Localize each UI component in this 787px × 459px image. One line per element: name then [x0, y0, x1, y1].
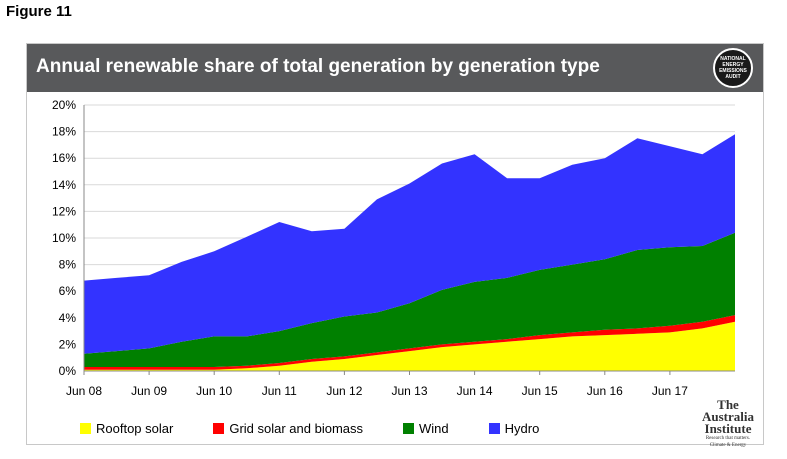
- x-tick-label: Jun 17: [652, 384, 688, 398]
- legend-label: Hydro: [504, 420, 540, 436]
- legend-item-wind: Wind: [403, 421, 449, 436]
- x-tick-label: Jun 11: [262, 384, 297, 398]
- badge-line: AUDIT: [725, 74, 741, 80]
- logo-line: The Australia: [702, 397, 754, 424]
- figure-label: Figure 11: [6, 3, 72, 20]
- legend-label: Rooftop solar: [96, 420, 174, 436]
- chart-title: Annual renewable share of total generati…: [36, 56, 600, 77]
- logo-line: Climate & Energy: [709, 443, 747, 448]
- legend-item-rooftop-solar: Rooftop solar: [80, 421, 173, 436]
- axes: 0% 2% 4% 6% 8% 10% 12% 14% 16% 18% 20% Jun 08 Jun 09…: [52, 98, 735, 398]
- legend-item-hydro: Hydro: [488, 420, 540, 436]
- legend-swatch-grid-solar-biomass: [213, 422, 225, 434]
- legend-swatch-hydro: [488, 422, 500, 434]
- australia-institute-logo: The Australia Institute Research that ma…: [697, 397, 759, 449]
- logo-line: Research that matters.: [705, 436, 751, 441]
- x-tick-label: Jun 13: [391, 384, 427, 398]
- area-wind: [84, 232, 735, 367]
- legend-item-grid-solar-biomass: Grid solar and biomass: [213, 421, 363, 436]
- area-rooftop-solar: [84, 321, 735, 371]
- x-tick-label: Jun 10: [196, 384, 232, 398]
- legend-swatch-rooftop-solar: [80, 422, 91, 434]
- y-tick-label: 20%: [52, 98, 76, 112]
- area-series-layer: [84, 134, 735, 371]
- logo-line: Institute: [704, 421, 752, 436]
- y-tick-label: 12%: [52, 204, 76, 218]
- badge-line: ENERGY: [722, 62, 744, 68]
- y-tick-label: 18%: [52, 125, 76, 139]
- y-tick-label: 16%: [52, 151, 76, 165]
- badge-line: EMISSIONS: [719, 68, 747, 74]
- legend-label: Wind: [419, 420, 449, 436]
- legend-swatch-wind: [403, 422, 414, 434]
- y-tick-label: 6%: [59, 284, 77, 298]
- national-energy-emissions-audit-badge: NATIONAL ENERGY EMISSIONS AUDIT: [713, 48, 753, 88]
- area-hydro: [84, 134, 735, 354]
- x-tick-label: Jun 15: [522, 384, 558, 398]
- legend: Rooftop solar Grid solar and biomass Win…: [80, 417, 579, 439]
- y-tick-label: 2%: [59, 337, 77, 351]
- x-tick-label: Jun 08: [66, 384, 102, 398]
- legend-label: Grid solar and biomass: [229, 420, 363, 436]
- x-tick-label: Jun 12: [326, 384, 362, 398]
- badge-line: NATIONAL: [720, 56, 746, 62]
- x-tick-label: Jun 16: [587, 384, 623, 398]
- y-tick-label: 4%: [59, 311, 77, 325]
- x-tick-label: Jun 09: [131, 384, 167, 398]
- x-tick-label: Jun 14: [457, 384, 493, 398]
- title-bar: Annual renewable share of total generati…: [27, 44, 763, 92]
- y-tick-label: 14%: [52, 178, 76, 192]
- y-tick-label: 0%: [59, 364, 77, 378]
- y-tick-label: 8%: [59, 258, 77, 272]
- y-tick-label: 10%: [52, 231, 76, 245]
